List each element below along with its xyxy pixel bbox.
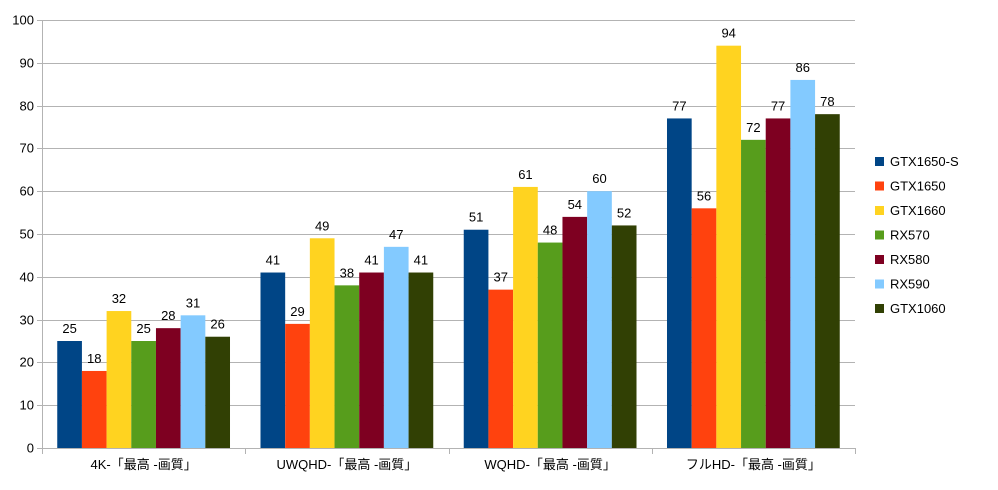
bar bbox=[815, 114, 840, 448]
legend-swatch bbox=[875, 230, 884, 240]
data-label: 29 bbox=[290, 304, 304, 319]
y-tick-label: 40 bbox=[20, 270, 34, 285]
y-tick-label: 50 bbox=[20, 227, 34, 242]
bar bbox=[81, 370, 107, 448]
bar bbox=[790, 79, 816, 449]
y-tick-label: 0 bbox=[27, 441, 34, 456]
bar bbox=[587, 191, 612, 448]
data-label: 72 bbox=[746, 120, 760, 135]
bar bbox=[537, 242, 563, 448]
y-tick-label: 60 bbox=[20, 184, 34, 199]
legend-label: RX590 bbox=[890, 277, 930, 292]
data-label: 51 bbox=[469, 210, 483, 225]
legend-label: GTX1650 bbox=[890, 179, 946, 194]
data-label: 32 bbox=[112, 291, 126, 306]
data-label: 54 bbox=[568, 197, 582, 212]
data-label: 41 bbox=[364, 253, 378, 268]
bar bbox=[309, 238, 335, 448]
data-label: 41 bbox=[266, 253, 280, 268]
category-label: 4K-「最高 -画質」 bbox=[91, 457, 197, 472]
bar bbox=[334, 285, 360, 448]
data-label: 25 bbox=[136, 321, 150, 336]
bar bbox=[666, 118, 692, 448]
data-label: 77 bbox=[672, 98, 686, 113]
bar bbox=[463, 229, 489, 448]
y-tick-label: 100 bbox=[12, 13, 34, 28]
data-label: 37 bbox=[494, 270, 508, 285]
data-label: 47 bbox=[389, 227, 403, 242]
bar bbox=[383, 246, 409, 448]
data-label: 77 bbox=[771, 98, 785, 113]
bar bbox=[285, 323, 310, 448]
legend: GTX1650-S GTX1650 GTX1660 RX570 RX580 RX590 GT… bbox=[875, 154, 959, 316]
bar bbox=[106, 311, 132, 448]
legend-swatch bbox=[875, 206, 884, 215]
y-tick-label: 70 bbox=[20, 141, 34, 156]
data-label: 18 bbox=[87, 351, 101, 366]
bar bbox=[691, 208, 717, 448]
bar bbox=[488, 289, 514, 448]
data-label: 48 bbox=[543, 223, 557, 238]
bar bbox=[57, 341, 82, 448]
legend-label: RX580 bbox=[890, 252, 930, 267]
bar bbox=[716, 45, 742, 449]
data-label: 49 bbox=[315, 218, 329, 233]
data-label: 94 bbox=[721, 26, 735, 41]
data-label: 31 bbox=[186, 295, 200, 310]
data-label: 52 bbox=[617, 205, 631, 220]
x-axis-categories: 4K-「最高 -画質」 UWQHD-「最高 -画質」 WQHD-「最高 -画質」 フル… bbox=[91, 457, 821, 472]
category-label: UWQHD-「最高 -画質」 bbox=[276, 457, 417, 472]
data-label: 25 bbox=[62, 321, 76, 336]
bar bbox=[611, 225, 637, 448]
category-label: WQHD-「最高 -画質」 bbox=[484, 457, 615, 472]
legend-swatch bbox=[875, 255, 884, 264]
legend-swatch bbox=[875, 181, 884, 191]
data-label: 61 bbox=[518, 167, 532, 182]
axes bbox=[42, 20, 856, 454]
data-label: 26 bbox=[210, 317, 224, 332]
bars bbox=[57, 45, 840, 449]
legend-swatch bbox=[875, 279, 884, 289]
y-tick-label: 90 bbox=[20, 56, 34, 71]
data-label: 78 bbox=[820, 94, 834, 109]
legend-label: GTX1660 bbox=[890, 203, 946, 218]
legend-label: RX570 bbox=[890, 228, 930, 243]
bar bbox=[513, 186, 538, 449]
bar bbox=[359, 272, 384, 448]
legend-swatch bbox=[875, 157, 884, 166]
data-label: 56 bbox=[697, 188, 711, 203]
legend-label: GTX1650-S bbox=[890, 154, 959, 169]
data-label: 60 bbox=[592, 171, 606, 186]
legend-swatch bbox=[875, 304, 884, 313]
bar bbox=[408, 272, 434, 448]
data-label: 38 bbox=[340, 265, 354, 280]
y-axis-ticks: 0 10 20 30 40 50 60 70 80 90 100 bbox=[12, 13, 42, 456]
bar bbox=[131, 341, 156, 448]
y-tick-label: 20 bbox=[20, 355, 34, 370]
data-label: 41 bbox=[414, 253, 428, 268]
bar bbox=[180, 315, 206, 448]
y-tick-label: 10 bbox=[20, 398, 34, 413]
y-tick-label: 30 bbox=[20, 313, 34, 328]
data-label: 86 bbox=[796, 60, 810, 75]
bar bbox=[205, 336, 231, 448]
bar bbox=[155, 328, 181, 448]
data-labels: 25 18 32 25 28 31 26 41 29 49 38 41 47 41 51 37 61 48 54 60… bbox=[62, 26, 834, 366]
bar bbox=[741, 139, 766, 448]
legend-label: GTX1060 bbox=[890, 301, 946, 316]
category-label: フルHD-「最高 -画質」 bbox=[686, 457, 821, 472]
bar bbox=[562, 216, 588, 448]
bar bbox=[765, 118, 791, 448]
bar bbox=[260, 272, 286, 448]
y-tick-label: 80 bbox=[20, 99, 34, 114]
data-label: 28 bbox=[161, 308, 175, 323]
